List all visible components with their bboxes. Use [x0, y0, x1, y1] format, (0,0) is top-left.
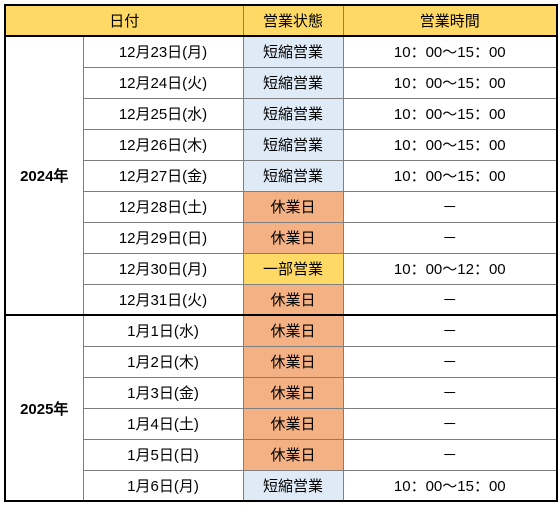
- hours-cell: 10：00～15：00: [343, 98, 557, 129]
- date-cell: 1月1日(水): [83, 315, 243, 346]
- date-cell: 12月25日(水): [83, 98, 243, 129]
- table-row: 1月2日(木)休業日－: [5, 346, 557, 377]
- table-row: 12月28日(土)休業日－: [5, 191, 557, 222]
- hours-cell: －: [343, 315, 557, 346]
- hours-cell: －: [343, 439, 557, 470]
- date-cell: 1月3日(金): [83, 377, 243, 408]
- date-cell: 12月27日(金): [83, 160, 243, 191]
- status-cell: 休業日: [243, 284, 343, 315]
- header-status: 営業状態: [243, 5, 343, 36]
- table-row: 2025年1月1日(水)休業日－: [5, 315, 557, 346]
- header-date: 日付: [5, 5, 243, 36]
- table-row: 1月4日(土)休業日－: [5, 408, 557, 439]
- year-label: 2025年: [5, 315, 83, 501]
- hours-cell: 10：00～15：00: [343, 67, 557, 98]
- date-cell: 12月28日(土): [83, 191, 243, 222]
- date-cell: 12月30日(月): [83, 253, 243, 284]
- status-cell: 一部営業: [243, 253, 343, 284]
- date-cell: 1月6日(月): [83, 470, 243, 501]
- hours-cell: －: [343, 284, 557, 315]
- status-cell: 短縮営業: [243, 470, 343, 501]
- hours-cell: －: [343, 191, 557, 222]
- table-row: 1月5日(日)休業日－: [5, 439, 557, 470]
- hours-cell: －: [343, 408, 557, 439]
- date-cell: 1月5日(日): [83, 439, 243, 470]
- date-cell: 12月31日(火): [83, 284, 243, 315]
- hours-cell: 10：00～15：00: [343, 129, 557, 160]
- hours-cell: －: [343, 346, 557, 377]
- hours-cell: －: [343, 222, 557, 253]
- table-row: 12月26日(木)短縮営業10：00～15：00: [5, 129, 557, 160]
- date-cell: 1月2日(木): [83, 346, 243, 377]
- status-cell: 休業日: [243, 191, 343, 222]
- status-cell: 休業日: [243, 377, 343, 408]
- table-row: 12月31日(火)休業日－: [5, 284, 557, 315]
- status-cell: 休業日: [243, 439, 343, 470]
- hours-cell: 10：00～12：00: [343, 253, 557, 284]
- date-cell: 12月29日(日): [83, 222, 243, 253]
- status-cell: 休業日: [243, 315, 343, 346]
- header-row: 日付 営業状態 営業時間: [5, 5, 557, 36]
- table-row: 12月27日(金)短縮営業10：00～15：00: [5, 160, 557, 191]
- status-cell: 短縮営業: [243, 98, 343, 129]
- hours-cell: 10：00～15：00: [343, 470, 557, 501]
- status-cell: 休業日: [243, 222, 343, 253]
- table-row: 12月30日(月)一部営業10：00～12：00: [5, 253, 557, 284]
- date-cell: 12月23日(月): [83, 36, 243, 67]
- table-row: 1月6日(月)短縮営業10：00～15：00: [5, 470, 557, 501]
- status-cell: 休業日: [243, 408, 343, 439]
- hours-cell: 10：00～15：00: [343, 36, 557, 67]
- date-cell: 1月4日(土): [83, 408, 243, 439]
- status-cell: 短縮営業: [243, 36, 343, 67]
- status-cell: 短縮営業: [243, 129, 343, 160]
- hours-cell: 10：00～15：00: [343, 160, 557, 191]
- schedule-table: 日付 営業状態 営業時間 2024年12月23日(月)短縮営業10：00～15：…: [4, 4, 558, 502]
- table-row: 12月29日(日)休業日－: [5, 222, 557, 253]
- date-cell: 12月24日(火): [83, 67, 243, 98]
- header-hours: 営業時間: [343, 5, 557, 36]
- status-cell: 短縮営業: [243, 67, 343, 98]
- table-row: 2024年12月23日(月)短縮営業10：00～15：00: [5, 36, 557, 67]
- year-label: 2024年: [5, 36, 83, 315]
- date-cell: 12月26日(木): [83, 129, 243, 160]
- status-cell: 短縮営業: [243, 160, 343, 191]
- status-cell: 休業日: [243, 346, 343, 377]
- table-row: 12月25日(水)短縮営業10：00～15：00: [5, 98, 557, 129]
- hours-cell: －: [343, 377, 557, 408]
- table-row: 12月24日(火)短縮営業10：00～15：00: [5, 67, 557, 98]
- table-row: 1月3日(金)休業日－: [5, 377, 557, 408]
